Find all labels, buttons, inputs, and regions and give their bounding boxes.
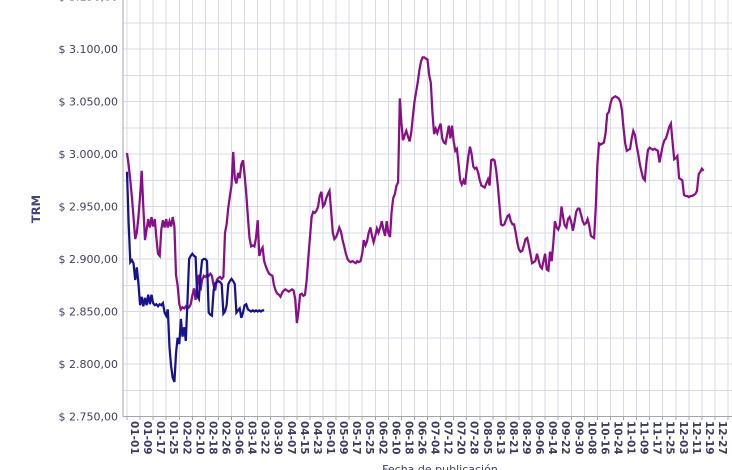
x-axis-tick-label: 08-05 <box>481 421 493 455</box>
x-axis-tick-label: 05-17 <box>350 421 362 455</box>
x-axis-tick-label: 11-09 <box>638 421 650 455</box>
y-axis-tick-label: $ 3.150,00 <box>59 0 118 4</box>
axes <box>122 0 732 420</box>
x-axis-tick-label: 04-15 <box>298 421 310 455</box>
x-axis-tick-label: 08-21 <box>507 421 519 455</box>
x-axis-labels: 01-01 01-09 01-17 01-25 02-02 02-10 02-18 02-26… <box>128 421 728 455</box>
x-axis-tick-label: 08-29 <box>520 421 532 455</box>
x-axis-tick-label: 02-18 <box>206 421 218 455</box>
x-axis-tick-label: 12-27 <box>716 421 728 455</box>
x-axis-tick-label: 09-14 <box>546 421 558 455</box>
x-axis-tick-label: 05-25 <box>363 421 375 455</box>
series-lines <box>125 56 705 383</box>
x-axis-tick-label: 05-09 <box>337 421 349 455</box>
x-axis-tick-label: 12-19 <box>703 421 715 455</box>
x-axis-tick-label: 10-08 <box>585 421 597 455</box>
y-axis-tick-label: $ 3.000,00 <box>59 148 118 161</box>
x-axis-tick-label: 06-26 <box>415 421 427 455</box>
y-axis-tick-label: $ 2.900,00 <box>59 253 118 266</box>
x-axis-tick-label: 10-24 <box>611 421 623 455</box>
y-axis-tick-label: $ 3.100,00 <box>59 43 118 56</box>
x-axis-tick-label: 09-22 <box>559 421 571 455</box>
x-axis-tick-label: 02-10 <box>193 421 205 455</box>
x-axis-tick-label: 04-07 <box>285 421 297 455</box>
x-axis-tick-label: 12-03 <box>677 421 689 455</box>
x-axis-tick-label: 02-26 <box>219 421 231 455</box>
series_blue-line <box>125 171 265 383</box>
x-axis-tick-label: 01-01 <box>128 421 140 455</box>
x-axis-tick-label: 06-10 <box>389 421 401 455</box>
x-axis-tick-label: 03-22 <box>259 421 271 455</box>
x-axis-tick-label: 07-20 <box>455 421 467 455</box>
x-axis-tick-label: 09-30 <box>572 421 584 455</box>
x-axis-tick-label: 07-04 <box>429 421 441 455</box>
y-axis-tick-label: $ 2.800,00 <box>59 358 118 371</box>
x-axis-tick-label: 06-02 <box>376 421 388 455</box>
x-axis-tick-label: 01-09 <box>141 421 153 455</box>
x-axis-tick-label: 10-16 <box>598 421 610 455</box>
x-axis-tick-label: 04-23 <box>311 421 323 455</box>
y-axis-tick-label: $ 2.850,00 <box>59 306 118 319</box>
x-axis-tick-label: 07-28 <box>468 421 480 455</box>
x-axis-tick-label: 11-25 <box>664 421 676 455</box>
x-axis-tick-label: 01-25 <box>167 421 179 455</box>
y-axis-labels: $ 2.750,00 $ 2.800,00 $ 2.850,00 $ 2.900,00… <box>59 0 118 424</box>
x-axis-tick-label: 11-17 <box>651 421 663 455</box>
x-axis-tick-label: 06-18 <box>402 421 414 455</box>
x-axis-tick-label: 11-01 <box>625 421 637 455</box>
series_purple-line <box>125 56 705 324</box>
x-axis-tick-label: 05-01 <box>324 421 336 455</box>
x-axis-tick-label: 07-12 <box>442 421 454 455</box>
x-axis-tick-label: 03-14 <box>246 421 258 455</box>
x-axis-tick-label: 02-02 <box>180 421 192 455</box>
x-axis-tick-label: 12-11 <box>690 421 702 455</box>
x-axis-tick-label: 08-13 <box>494 421 506 455</box>
y-axis-tick-label: $ 3.050,00 <box>59 96 118 109</box>
y-axis-tick-label: $ 2.750,00 <box>59 411 118 424</box>
x-axis-tick-label: 03-06 <box>233 421 245 455</box>
x-axis-tick-label: 09-06 <box>533 421 545 455</box>
x-axis-title-clipped: Fecha de publicación <box>382 463 498 470</box>
x-axis-tick-label: 03-30 <box>272 421 284 455</box>
y-axis-tick-label: $ 2.950,00 <box>59 201 118 214</box>
y-axis-title: TRM <box>29 195 43 223</box>
x-axis-tick-label: 01-17 <box>154 421 166 455</box>
